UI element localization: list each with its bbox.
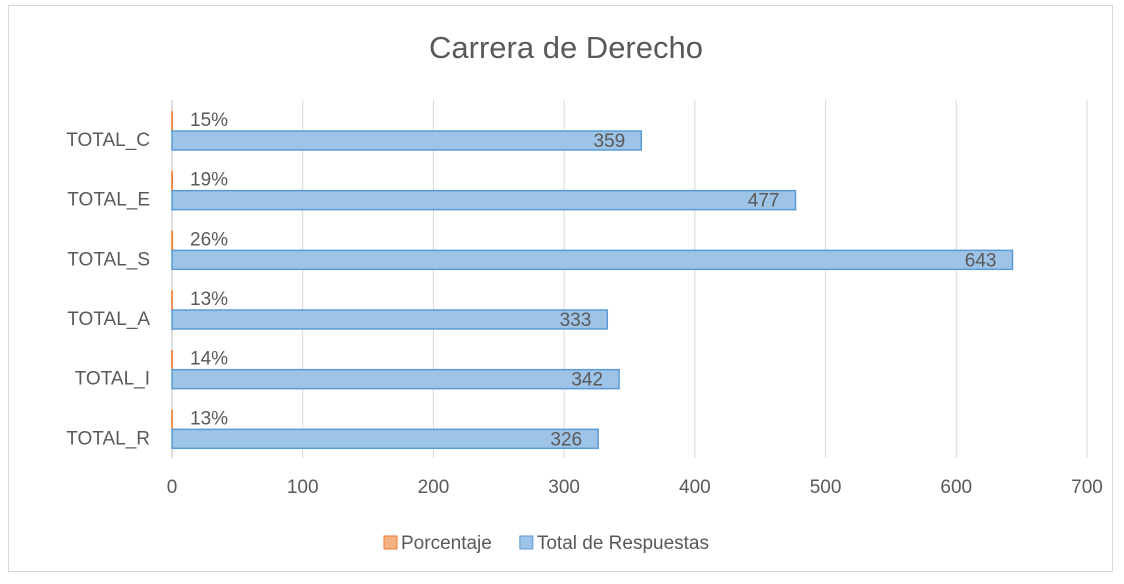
x-tick-label: 300 xyxy=(548,477,580,498)
x-tick-label: 0 xyxy=(167,477,178,498)
y-tick-label: TOTAL_E xyxy=(67,190,150,211)
bar xyxy=(172,429,598,448)
data-label: 14% xyxy=(190,349,228,370)
data-label: 342 xyxy=(571,370,603,391)
data-label: 326 xyxy=(550,429,582,450)
x-tick-label: 400 xyxy=(679,477,711,498)
x-tick-label: 500 xyxy=(810,477,842,498)
legend-swatch xyxy=(520,536,533,549)
data-label: 26% xyxy=(190,229,228,250)
data-label: 643 xyxy=(965,250,997,271)
bar xyxy=(172,250,1012,269)
legend-label: Total de Respuestas xyxy=(537,533,709,554)
x-tick-label: 200 xyxy=(418,477,450,498)
data-label: 333 xyxy=(560,310,592,331)
legend-swatch xyxy=(384,536,397,549)
y-tick-label: TOTAL_C xyxy=(66,130,150,151)
y-tick-label: TOTAL_S xyxy=(67,249,150,270)
data-label: 15% xyxy=(190,110,228,131)
bar xyxy=(172,370,619,389)
bar xyxy=(172,131,641,150)
y-tick-label: TOTAL_A xyxy=(67,309,150,330)
bar xyxy=(172,310,607,329)
y-tick-label: TOTAL_I xyxy=(75,369,150,390)
chart-title: Carrera de Derecho xyxy=(429,30,703,65)
y-tick-label: TOTAL_R xyxy=(66,428,150,449)
x-tick-label: 100 xyxy=(287,477,319,498)
data-label: 13% xyxy=(190,408,228,429)
x-tick-label: 600 xyxy=(940,477,972,498)
data-label: 359 xyxy=(594,131,626,152)
x-tick-label: 700 xyxy=(1071,477,1103,498)
bar xyxy=(172,191,796,210)
legend-label: Porcentaje xyxy=(401,533,492,554)
data-label: 477 xyxy=(748,191,780,212)
data-label: 13% xyxy=(190,289,228,310)
data-label: 19% xyxy=(190,170,228,191)
